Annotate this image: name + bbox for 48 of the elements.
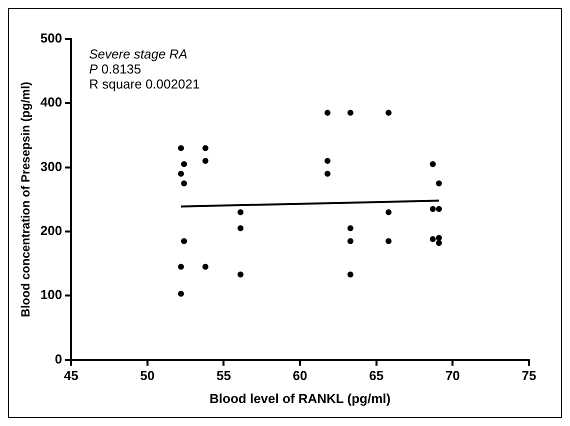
y-tick-label: 300 [40,158,62,174]
point [324,110,331,116]
point [178,170,184,177]
y-axis-title: Blood concentration of Presepsin (pg/ml) [18,82,33,318]
y-tick-label: 200 [40,223,62,238]
x-axis-title: Blood level of RANKL (pg/ml) [210,390,391,406]
point [347,225,354,232]
annotation: Severe stage RA [89,46,188,62]
point [238,225,244,232]
point [347,110,354,116]
point [202,264,208,270]
point [178,290,184,297]
point [386,238,392,244]
point [238,209,244,216]
y-tick-label: 100 [40,287,62,302]
point [181,180,188,186]
point [386,209,392,216]
x-tick-label: 55 [216,368,231,384]
annotation: R square 0.002021 [89,76,200,92]
point [347,238,354,244]
point [347,271,354,278]
point [436,234,442,241]
x-tick-label: 70 [445,368,460,384]
point [436,206,442,212]
point [181,238,188,244]
x-tick-label: 75 [522,368,536,384]
point [202,158,208,164]
y-tick-label: 0 [54,351,62,366]
point [430,236,436,242]
point [238,271,244,278]
point [178,264,184,270]
x-tick-label: 50 [140,368,155,384]
y-tick-label: 400 [40,94,62,110]
point [430,206,436,212]
point [178,145,184,152]
point [324,170,331,177]
x-tick-label: 45 [64,368,78,384]
point [430,161,436,168]
point [181,161,188,168]
point [436,180,442,186]
y-tick-label: 500 [40,30,62,46]
x-tick-label: 65 [369,368,384,384]
point [386,110,392,116]
point [436,240,442,246]
x-tick-label: 60 [292,368,308,384]
annotation: P 0.8135 [89,62,142,77]
point [202,145,208,152]
point [324,158,331,164]
